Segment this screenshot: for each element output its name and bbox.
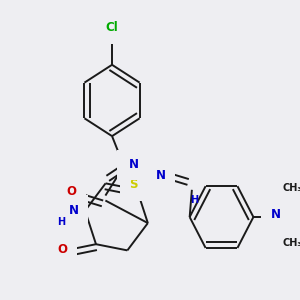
Text: CH₃: CH₃ [282,238,300,248]
Text: N: N [69,204,79,217]
Text: S: S [129,178,138,191]
Text: CH₃: CH₃ [282,183,300,193]
Text: H: H [57,217,65,226]
Text: H: H [190,195,198,205]
Text: O: O [66,185,76,198]
Text: O: O [58,243,68,256]
Text: H: H [141,171,150,181]
Text: N: N [271,208,281,221]
Text: N: N [129,158,139,171]
Text: Cl: Cl [106,21,118,34]
Text: N: N [126,159,136,172]
Text: N: N [156,169,166,182]
